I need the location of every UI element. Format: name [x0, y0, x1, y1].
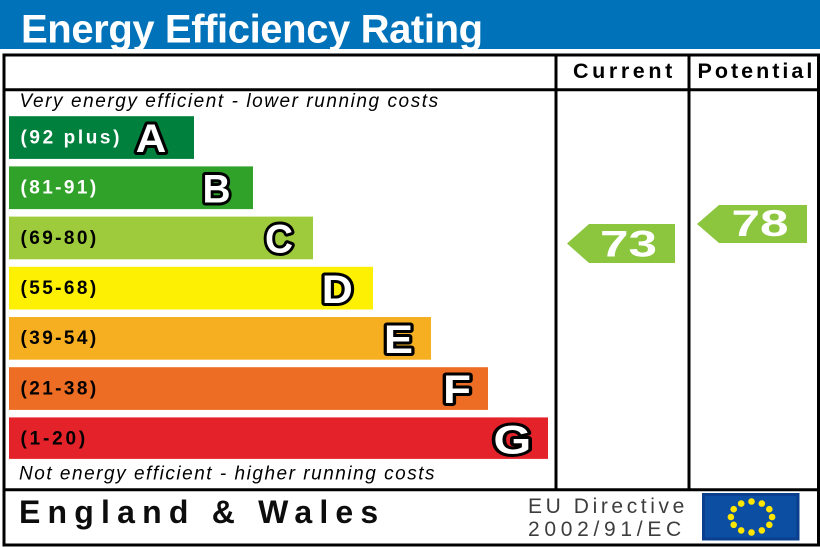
- svg-text:B: B: [203, 167, 231, 211]
- svg-text:(55-68): (55-68): [21, 278, 99, 299]
- svg-text:Energy Efficiency Rating: Energy Efficiency Rating: [21, 8, 483, 52]
- svg-text:78: 78: [732, 203, 789, 244]
- svg-text:G: G: [493, 418, 531, 462]
- svg-text:E: E: [384, 318, 413, 362]
- svg-text:Potential: Potential: [698, 59, 816, 83]
- svg-text:(69-80): (69-80): [21, 228, 99, 249]
- svg-text:Very energy efficient - lower: Very energy efficient - lower running co…: [20, 91, 440, 112]
- svg-text:2002/91/EC: 2002/91/EC: [528, 518, 686, 541]
- svg-text:(21-38): (21-38): [21, 378, 99, 399]
- svg-text:A: A: [136, 117, 167, 161]
- svg-text:Not energy efficient - higher: Not energy efficient - higher running co…: [19, 464, 436, 485]
- svg-text:(92 plus): (92 plus): [21, 127, 123, 148]
- svg-text:Current: Current: [573, 59, 676, 83]
- svg-text:(39-54): (39-54): [21, 328, 99, 349]
- svg-text:England & Wales: England & Wales: [19, 494, 385, 530]
- svg-text:C: C: [265, 218, 293, 262]
- svg-text:(1-20): (1-20): [21, 429, 88, 450]
- svg-text:73: 73: [600, 224, 657, 265]
- svg-text:(81-91): (81-91): [21, 178, 99, 199]
- svg-text:D: D: [322, 268, 353, 312]
- svg-text:F: F: [443, 368, 471, 412]
- svg-text:EU Directive: EU Directive: [528, 495, 688, 518]
